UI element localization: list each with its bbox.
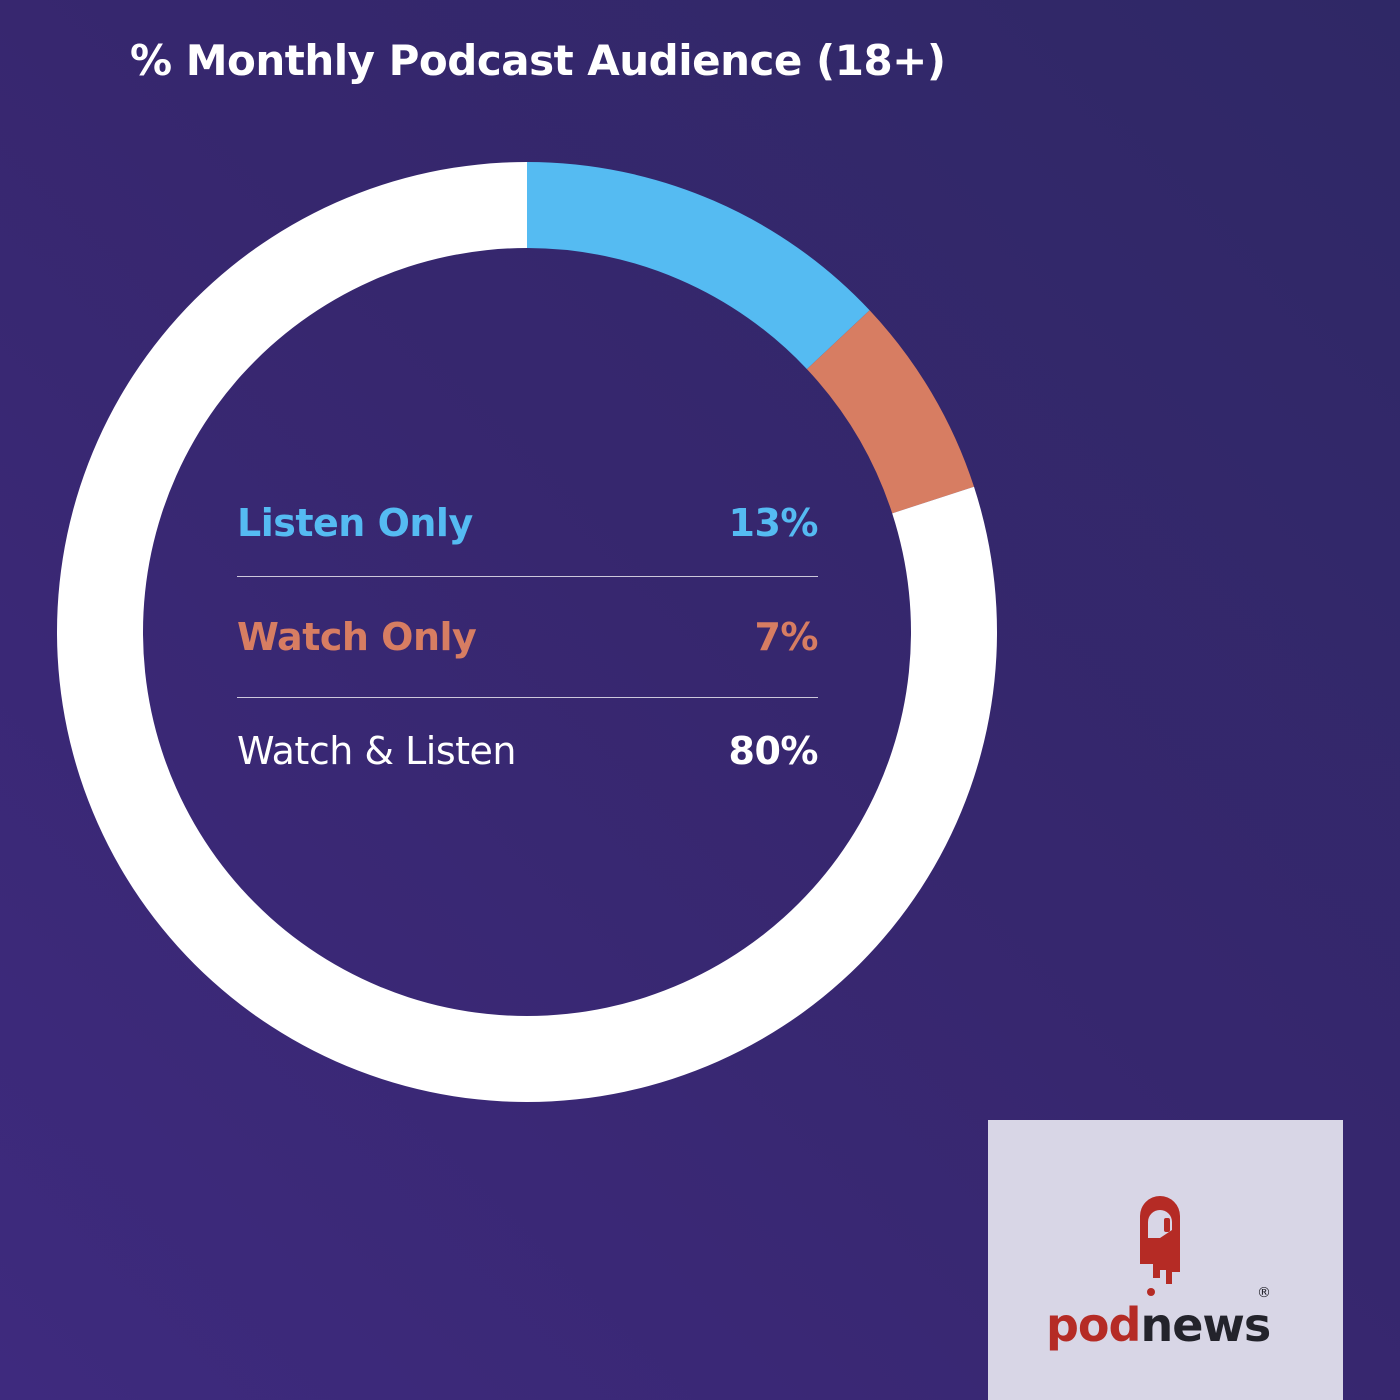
legend-value: 13%	[728, 501, 819, 545]
legend-row-watch-only: Watch Only 7%	[237, 577, 818, 698]
legend-label: Watch & Listen	[237, 728, 516, 773]
donut-slice-listen-only	[527, 162, 870, 370]
legend-row-listen-only: Listen Only 13%	[237, 470, 819, 577]
legend-label: Watch Only	[237, 615, 477, 659]
legend-value: 80%	[728, 728, 819, 773]
registered-mark: ®	[1257, 1285, 1271, 1301]
chart-title: % Monthly Podcast Audience (18+)	[130, 36, 946, 85]
podnews-logo-icon	[1140, 1196, 1180, 1296]
legend-row-watch-and-listen: Watch & Listen 80%	[237, 698, 819, 803]
legend: Listen Only 13% Watch Only 7% Watch & Li…	[237, 470, 819, 803]
legend-value: 7%	[754, 615, 818, 659]
brand-wordmark: podnews	[1046, 1298, 1271, 1352]
legend-label: Listen Only	[237, 501, 473, 545]
donut-slice-watch-only	[806, 310, 974, 514]
podnews-logo: podnews ®	[988, 1120, 1343, 1400]
